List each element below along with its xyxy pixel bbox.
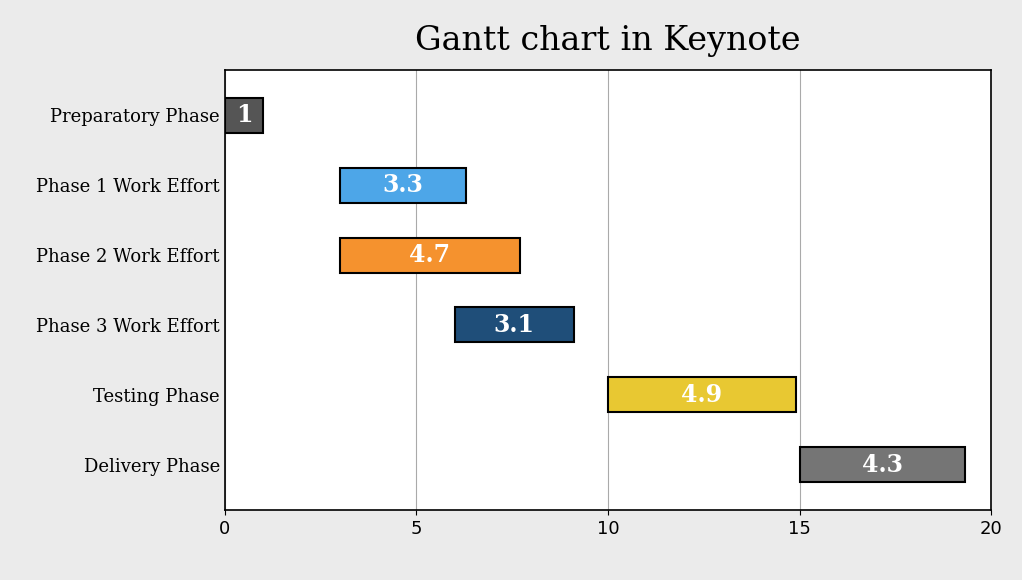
Title: Gantt chart in Keynote: Gantt chart in Keynote	[415, 25, 801, 57]
Text: 4.7: 4.7	[410, 243, 451, 267]
Text: 4.3: 4.3	[862, 453, 902, 477]
Text: 1: 1	[236, 103, 252, 127]
Text: 3.1: 3.1	[494, 313, 535, 337]
Text: 4.9: 4.9	[682, 383, 723, 407]
Bar	[339, 238, 520, 273]
Text: 3.3: 3.3	[382, 173, 423, 197]
Bar	[455, 307, 573, 342]
Bar	[799, 447, 965, 483]
Bar	[608, 378, 796, 412]
Bar	[225, 97, 264, 133]
Bar	[339, 168, 466, 202]
